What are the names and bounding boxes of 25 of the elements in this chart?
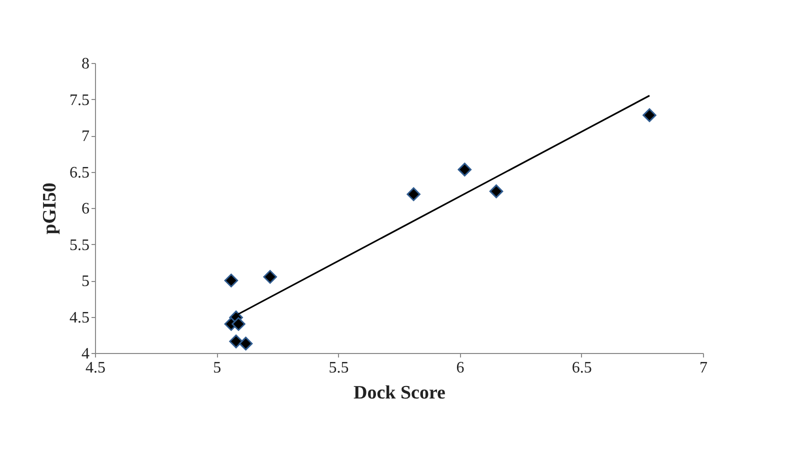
y-tick-label: 7.5	[70, 92, 90, 109]
y-tick-label: 4.5	[70, 309, 90, 326]
point	[642, 108, 656, 122]
point	[232, 317, 246, 331]
x-tick-label: 6	[456, 360, 464, 376]
x-tick-label: 6.5	[572, 360, 592, 376]
y-tick-label: 6.5	[70, 164, 90, 182]
x-tick-label: 7	[700, 360, 708, 376]
y-tick-label: 8	[82, 56, 90, 72]
point	[406, 187, 420, 202]
point	[263, 270, 277, 284]
y-tick-label: 4	[82, 346, 90, 362]
point	[458, 162, 472, 176]
y-tick-label: 7	[82, 128, 90, 145]
y-tick-label: 5.5	[70, 236, 90, 254]
point	[224, 274, 238, 288]
point	[489, 184, 504, 198]
y-axis-title: pGI50	[40, 182, 60, 234]
x-tick-label: 5	[213, 360, 222, 376]
point	[238, 336, 253, 350]
y-tick-label: 5	[82, 273, 90, 290]
x-tick-label: 5.5	[328, 360, 349, 376]
point	[229, 334, 243, 348]
x-axis-title: Dock Score	[354, 382, 446, 404]
y-tick-label: 6	[82, 200, 90, 218]
